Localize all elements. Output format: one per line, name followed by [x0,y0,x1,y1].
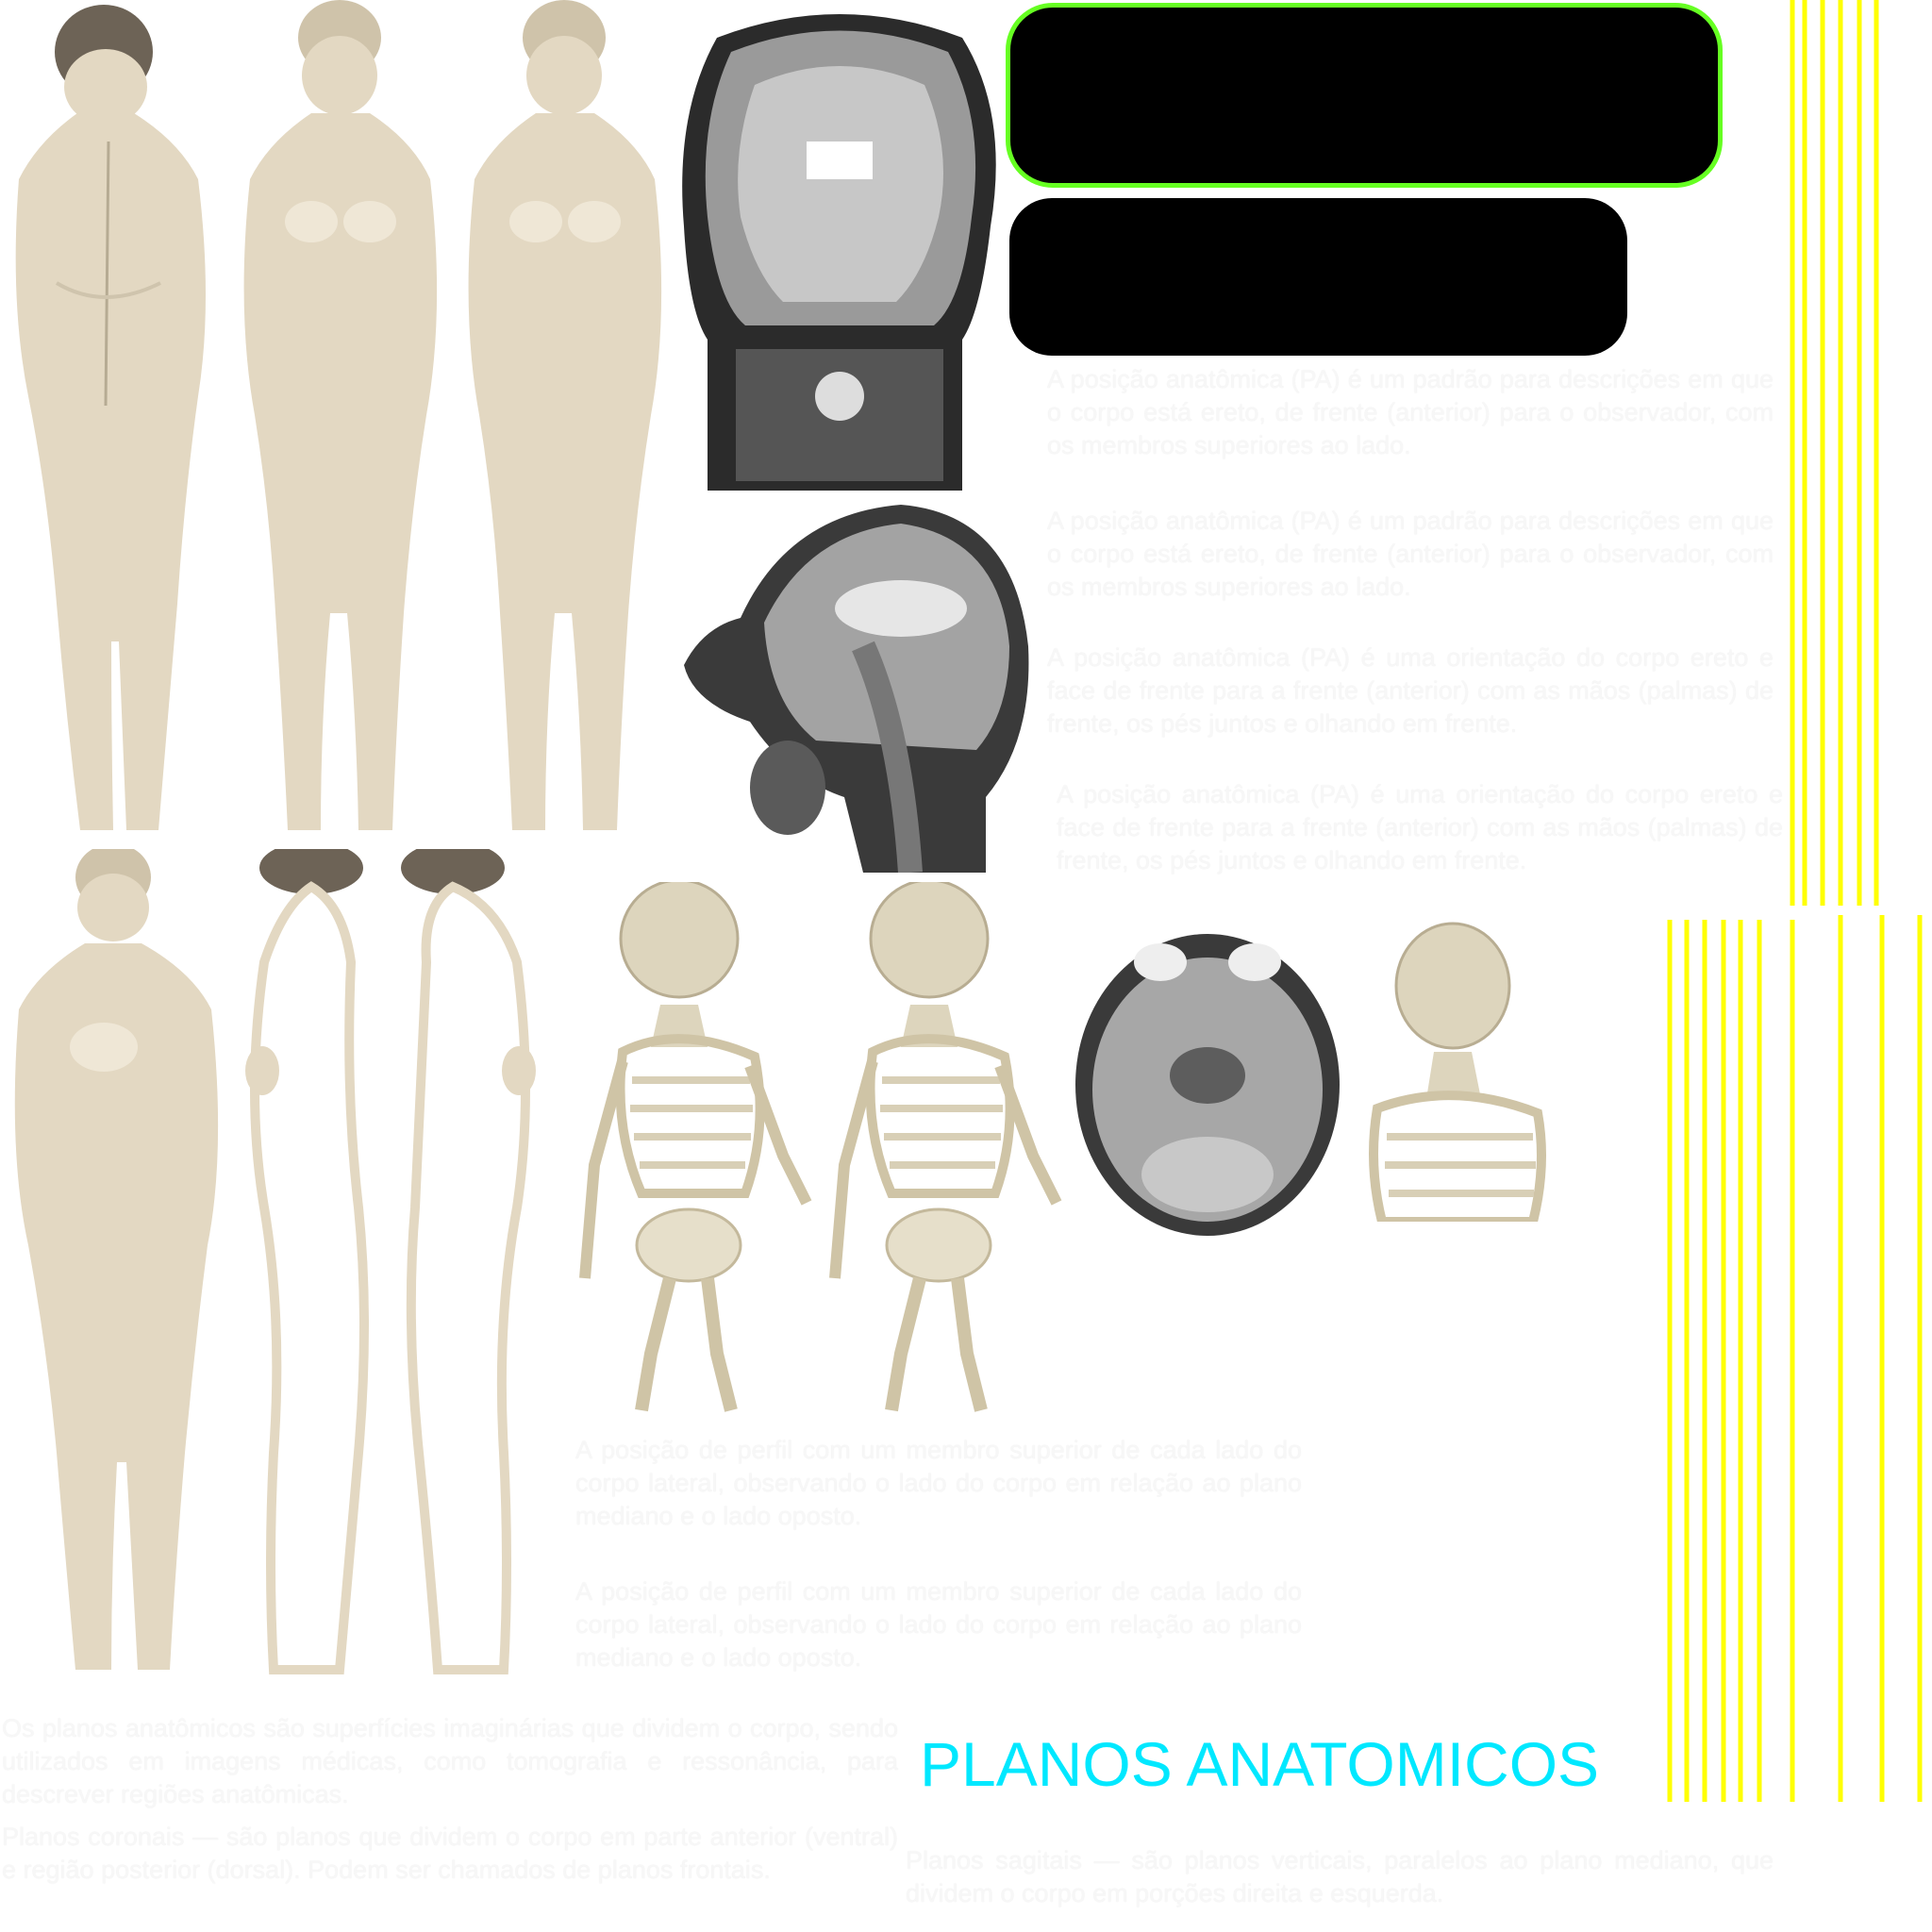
skeleton-anterolateral-copy [829,882,1062,1412]
female-lateral-figure [14,849,219,1670]
paragraph-anatomical-planes: Os planos anatômicos são superfícies ima… [2,1714,898,1808]
paragraph-profile-position-2: A posição de perfil com um membro superi… [575,1577,1302,1672]
female-anterior-figure [243,0,438,830]
page-title: PLANOS ANATOMICOS [920,1729,1600,1799]
paragraph-coronal-planes: Planos coronais — são planos que dividem… [2,1823,898,1884]
female-lateral-figure-left [245,849,369,1674]
skeleton-upper-body [1369,922,1546,1222]
female-figures-bottom-row [14,849,536,1674]
female-figures-top-row [15,0,662,830]
female-posterior-figure [15,5,206,830]
paragraph-anatomical-position-3: A posição anatômica (PA) é uma orientaçã… [1047,643,1774,738]
female-anterior-figure-copy [468,0,662,830]
paragraph-anatomical-position-2: A posição anatômica (PA) é um padrão par… [1047,507,1774,601]
female-lateral-figure-right [401,849,536,1674]
header-pill-secondary [1009,198,1627,356]
yellow-stripes [1667,0,1923,1802]
skeleton-anterolateral [579,882,812,1412]
header-pill-primary [1006,3,1723,188]
sagittal-mri-slice [684,505,1029,873]
paragraph-anatomical-position-1: A posição anatômica (PA) é um padrão par… [1047,365,1774,459]
paragraph-anatomical-position-4: A posição anatômica (PA) é uma orientaçã… [1057,780,1783,874]
coronal-mri-slice [682,14,996,491]
paragraph-profile-position-1: A posição de perfil com um membro superi… [575,1436,1302,1530]
paragraph-sagittal-planes: Planos sagitais — são planos verticais, … [906,1846,1774,1907]
axial-mri-slice [1075,934,1340,1236]
